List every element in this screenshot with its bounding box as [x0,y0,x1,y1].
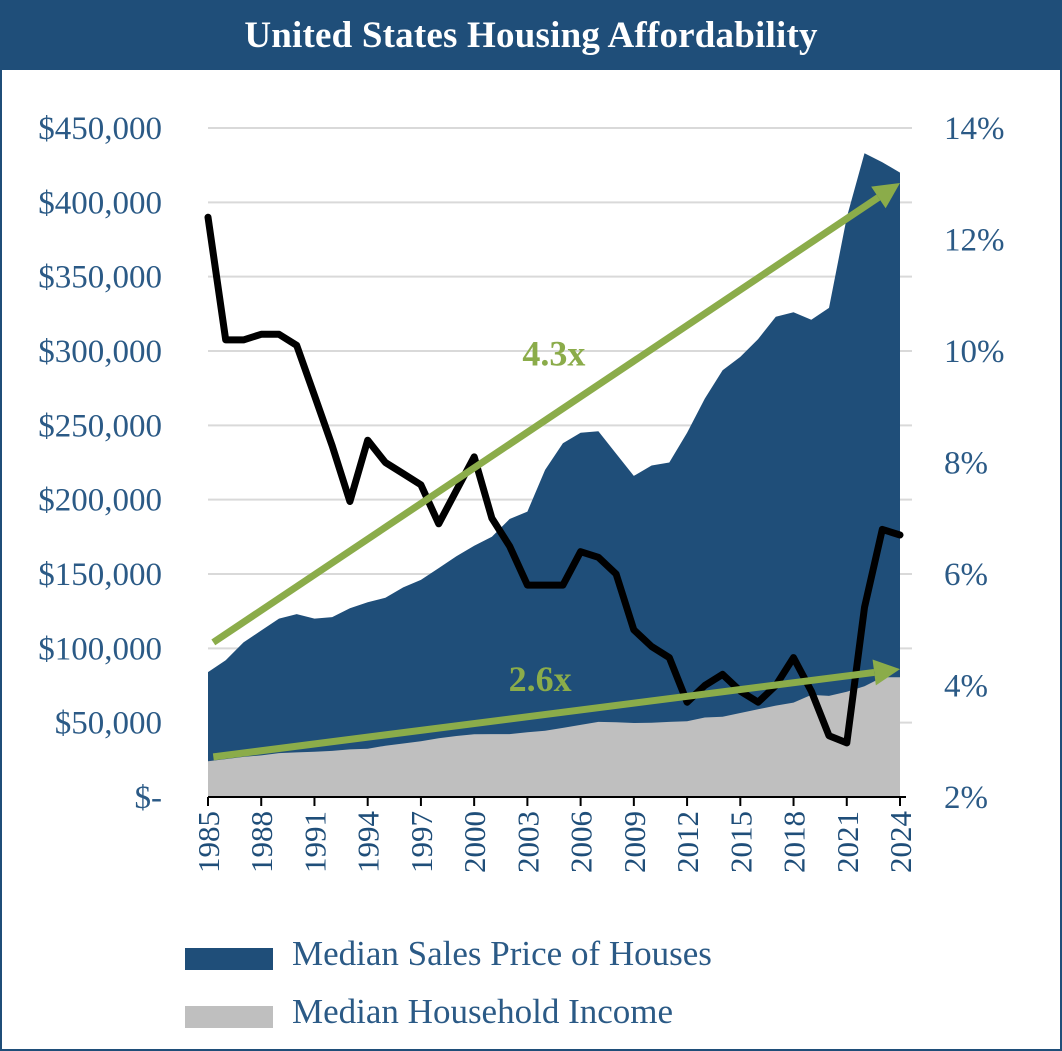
growth-annotation: 4.3x [522,334,585,374]
x-tick-label: 1985 [191,811,226,873]
tick-labels: 1985 1988 1991 1994 1997 2000 2003 2006 2009 2012… [38,111,1004,873]
x-tick-label: 1988 [244,811,279,873]
y-left-tick-label: $50,000 [55,706,162,742]
axes [207,796,906,806]
y-right-tick-label: 12% [944,223,1005,259]
y-left-tick-label: $150,000 [38,557,162,593]
growth-arrows: 4.3x 2.6x [211,183,900,761]
x-tick-label: 2018 [777,811,812,873]
x-tick-label: 2015 [723,811,758,873]
growth-annotation: 2.6x [509,659,572,699]
area-median-sales-price [208,153,900,798]
y-left-tick-label: $100,000 [38,631,162,667]
x-tick-label: 2012 [670,811,705,873]
x-tick-label: 2024 [883,811,918,874]
y-right-tick-label: 2% [944,780,988,816]
y-left-tick-label: $- [135,780,163,816]
y-right-tick-label: 14% [944,111,1005,147]
legend-label-income: Median Household Income [292,992,674,1031]
line-rate-series [204,213,904,747]
y-left-tick-label: $400,000 [38,185,162,221]
y-right-tick-label: 10% [944,334,1005,370]
line-series [204,213,904,747]
x-tick-label: 1997 [404,811,439,873]
x-tick-label: 2009 [617,811,652,873]
legend-label-price: Median Sales Price of Houses [292,934,712,973]
area-series [208,153,900,798]
y-left-tick-label: $200,000 [38,483,162,519]
x-tick-label: 1991 [297,811,332,873]
x-tick-label: 1994 [351,811,386,874]
growth-arrow-shaft [211,194,881,646]
area-median-household-income [208,677,900,797]
y-left-tick-label: $350,000 [38,260,162,296]
growth-arrow-shaft [212,668,875,761]
chart-title: United States Housing Affordability [0,0,1062,70]
y-right-tick-label: 4% [944,669,988,705]
x-tick-label: 2003 [510,811,545,873]
growth-arrow-head [871,183,900,209]
y-left-tick-label: $300,000 [38,334,162,370]
y-right-tick-label: 6% [944,557,988,593]
y-left-tick-label: $250,000 [38,408,162,444]
legend-swatch-price [185,948,273,970]
x-tick-label: 2006 [564,811,599,873]
x-tick-label: 2000 [457,811,492,873]
growth-arrow-head [872,659,900,686]
y-left-tick-label: $450,000 [38,111,162,147]
legend-swatch-income [185,1006,273,1028]
y-right-tick-label: 8% [944,446,988,482]
x-tick-label: 2021 [830,811,865,873]
